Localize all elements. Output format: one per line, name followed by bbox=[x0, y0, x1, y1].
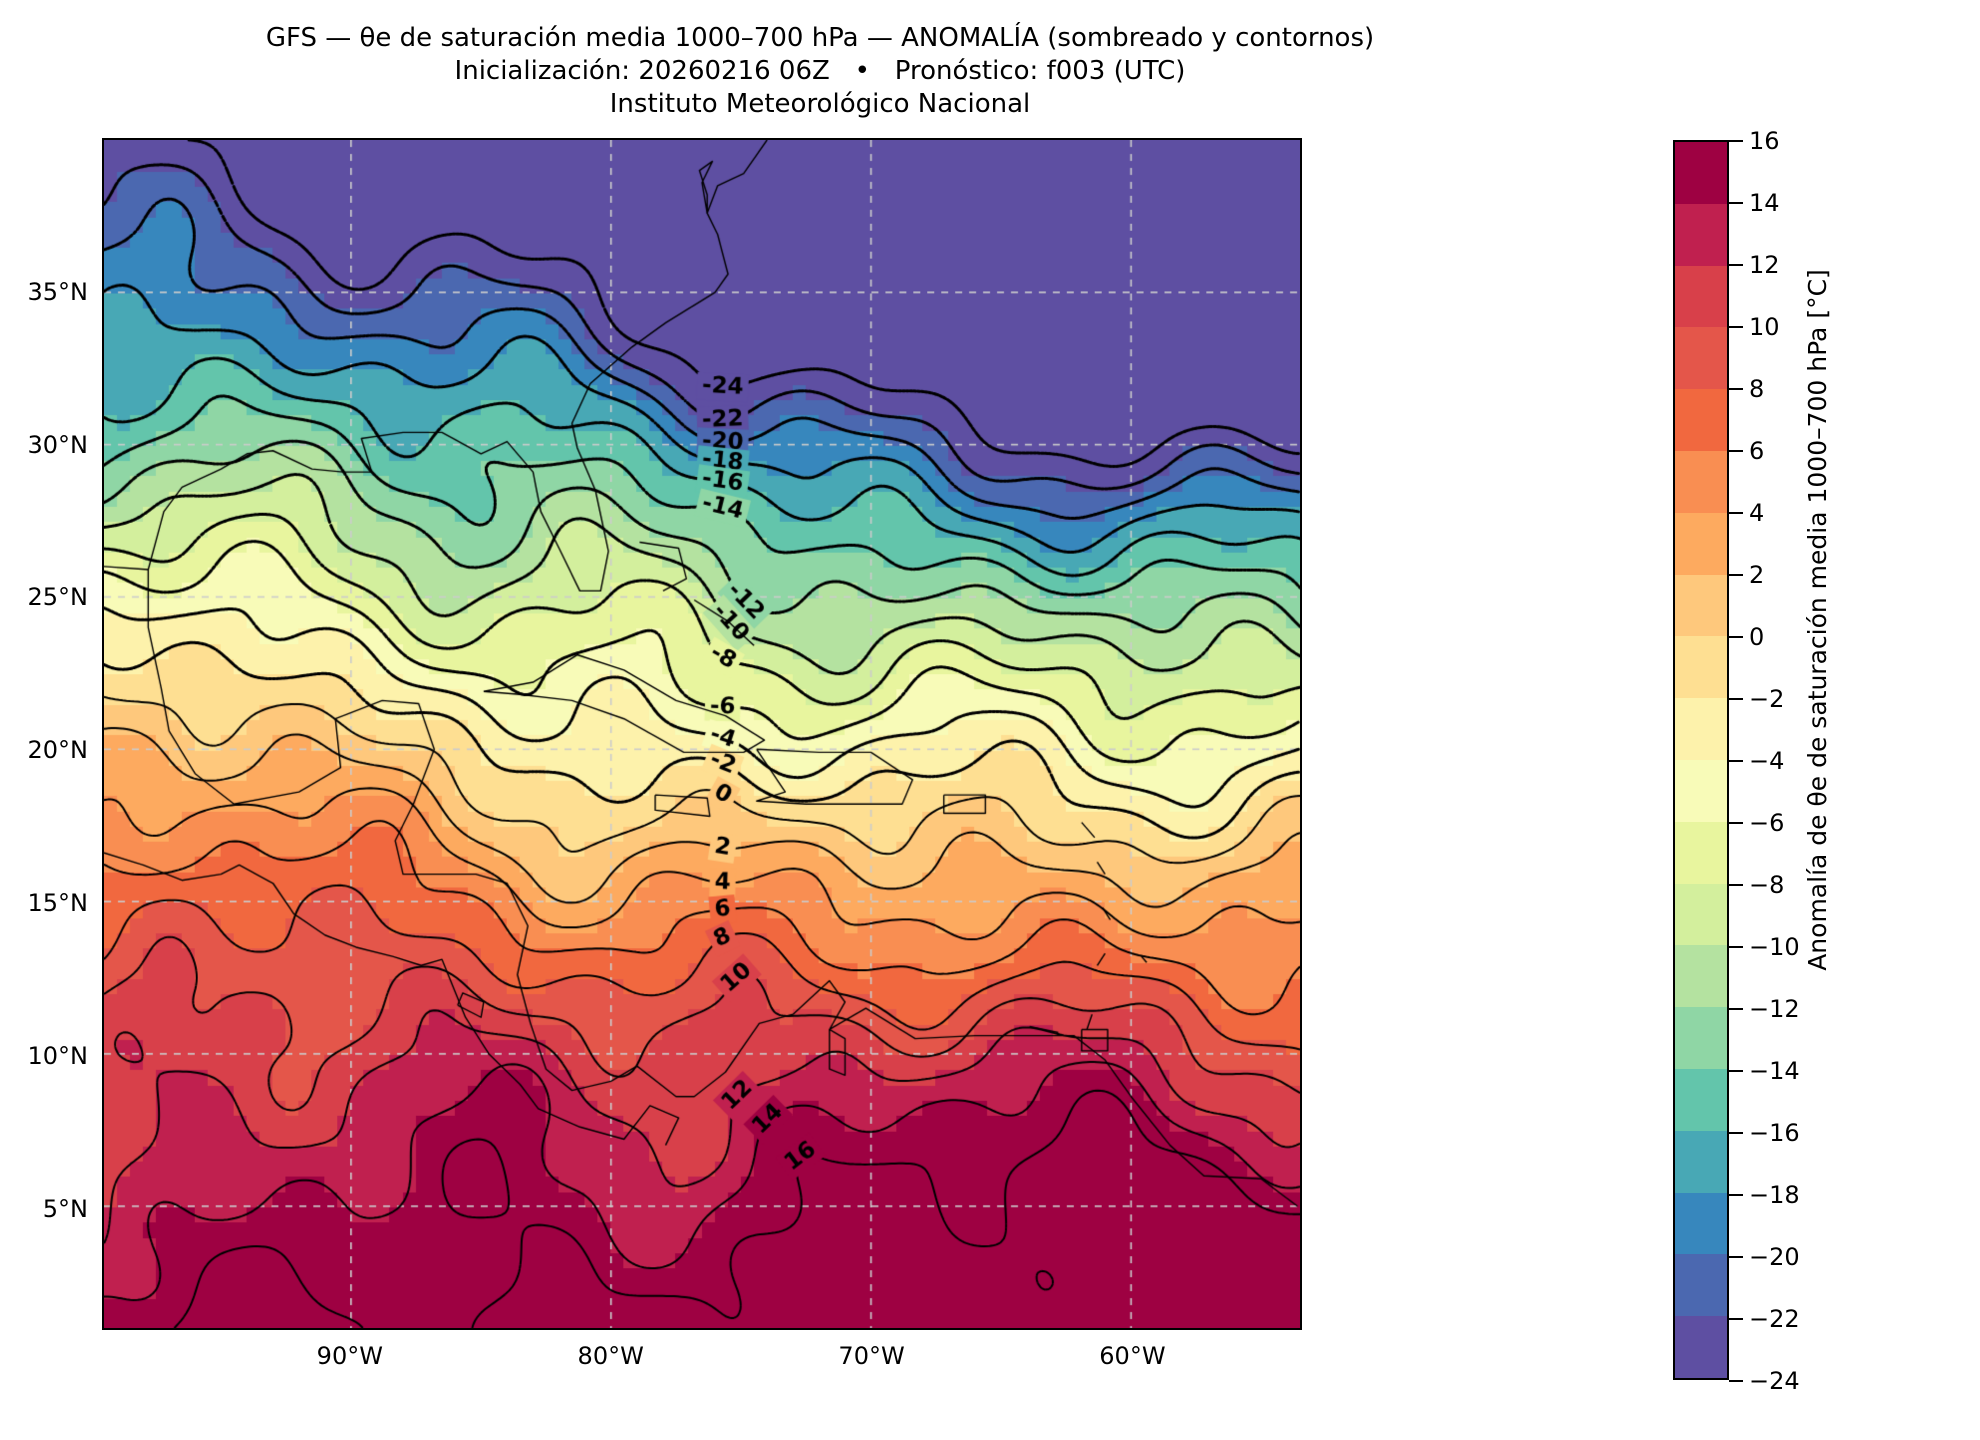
colorbar-tickmark-−16 bbox=[1729, 1132, 1743, 1134]
colorbar-ticklabel-8: 8 bbox=[1749, 375, 1765, 403]
colorbar-ticklabel-−12: −12 bbox=[1749, 995, 1800, 1023]
chart-title-line-2: Inicialización: 20260216 06Z • Pronóstic… bbox=[454, 56, 1186, 86]
longitude-tick-60: 60°W bbox=[1099, 1342, 1166, 1370]
colorbar-band-17 bbox=[1675, 1192, 1727, 1255]
colorbar-ticklabel-10: 10 bbox=[1749, 313, 1780, 341]
colorbar-ticklabel-−24: −24 bbox=[1749, 1367, 1800, 1395]
anomaly-heatmap-canvas bbox=[104, 140, 1300, 1328]
colorbar-tickmark-−14 bbox=[1729, 1070, 1743, 1072]
colorbar-band-3 bbox=[1675, 327, 1727, 390]
colorbar-band-19 bbox=[1675, 1316, 1727, 1378]
colorbar-ticklabel-−6: −6 bbox=[1749, 809, 1785, 837]
chart-title-block: GFS — θe de saturación media 1000–700 hP… bbox=[0, 22, 1640, 121]
colorbar-ticklabel-−10: −10 bbox=[1749, 933, 1800, 961]
latitude-tick-10: 10°N bbox=[27, 1041, 89, 1070]
latitude-tick-20: 20°N bbox=[27, 736, 89, 765]
colorbar-tickmark-−2 bbox=[1729, 698, 1743, 700]
colorbar-tickmark-−20 bbox=[1729, 1256, 1743, 1258]
colorbar-tickmark-−8 bbox=[1729, 884, 1743, 886]
colorbar-ticklabel-−8: −8 bbox=[1749, 871, 1785, 899]
colorbar-tickmark-−6 bbox=[1729, 822, 1743, 824]
colorbar-band-18 bbox=[1675, 1254, 1727, 1317]
colorbar-group: 16 14 12 10 8 6 4 2 0 −2 −4 −6 −8 −10 −12 −14 −16 −18 −20 −… bbox=[1673, 127, 1800, 1395]
chart-title-line-3: Instituto Meteorológico Nacional bbox=[609, 89, 1031, 119]
colorbar-ticklabel-−14: −14 bbox=[1749, 1057, 1800, 1085]
colorbar-tickmark-16 bbox=[1729, 140, 1743, 142]
colorbar-ticklabel-−2: −2 bbox=[1749, 685, 1785, 713]
colorbar-band-6 bbox=[1675, 512, 1727, 575]
colorbar-band-14 bbox=[1675, 1007, 1727, 1069]
latitude-tick-30: 30°N bbox=[27, 430, 89, 459]
colorbar-band-10 bbox=[1675, 759, 1727, 822]
colorbar-tickmark-4 bbox=[1729, 512, 1743, 514]
colorbar-tickmark-2 bbox=[1729, 574, 1743, 576]
colorbar-tickmark-0 bbox=[1729, 636, 1743, 638]
latitude-tick-25: 25°N bbox=[27, 583, 89, 612]
longitude-tick-80: 80°W bbox=[577, 1342, 644, 1370]
colorbar-tickmark-10 bbox=[1729, 326, 1743, 328]
colorbar-tickmark-−10 bbox=[1729, 946, 1743, 948]
colorbar-ticklabel-2: 2 bbox=[1749, 561, 1765, 589]
colorbar-ticklabel-0: 0 bbox=[1749, 623, 1765, 651]
colorbar-ticklabel-−16: −16 bbox=[1749, 1119, 1800, 1147]
colorbar-ticklabel-12: 12 bbox=[1749, 251, 1780, 279]
colorbar-band-12 bbox=[1675, 883, 1727, 946]
colorbar-band-8 bbox=[1675, 636, 1727, 699]
latitude-tick-5: 5°N bbox=[42, 1194, 88, 1223]
colorbar-band-4 bbox=[1675, 389, 1727, 451]
colorbar-tickmark-14 bbox=[1729, 202, 1743, 204]
colorbar-band-11 bbox=[1675, 821, 1727, 884]
colorbar-tickmark-−22 bbox=[1729, 1318, 1743, 1320]
colorbar-band-5 bbox=[1675, 450, 1727, 513]
colorbar-band-16 bbox=[1675, 1130, 1727, 1193]
colorbar bbox=[1673, 140, 1729, 1380]
colorbar-ticklabel-−22: −22 bbox=[1749, 1305, 1800, 1333]
colorbar-band-15 bbox=[1675, 1068, 1727, 1131]
colorbar-ticklabel-4: 4 bbox=[1749, 499, 1765, 527]
colorbar-ticklabel-6: 6 bbox=[1749, 437, 1765, 465]
colorbar-tickmark-6 bbox=[1729, 450, 1743, 452]
colorbar-tickmark-12 bbox=[1729, 264, 1743, 266]
colorbar-tickmark-8 bbox=[1729, 388, 1743, 390]
colorbar-ticklabel-−4: −4 bbox=[1749, 747, 1785, 775]
latitude-tick-35: 35°N bbox=[27, 277, 89, 306]
map-axes bbox=[102, 138, 1302, 1330]
chart-title-line-1: GFS — θe de saturación media 1000–700 hP… bbox=[265, 23, 1375, 53]
colorbar-band-9 bbox=[1675, 698, 1727, 760]
colorbar-band-1 bbox=[1675, 203, 1727, 266]
longitude-tick-90: 90°W bbox=[316, 1342, 383, 1370]
colorbar-ticklabel-14: 14 bbox=[1749, 189, 1780, 217]
colorbar-axis-label: Anomalía de θe de saturación media 1000–… bbox=[1803, 269, 1832, 971]
colorbar-ticklabel-−18: −18 bbox=[1749, 1181, 1800, 1209]
latitude-tick-15: 15°N bbox=[27, 889, 89, 918]
colorbar-band-2 bbox=[1675, 265, 1727, 328]
colorbar-tickmark-−4 bbox=[1729, 760, 1743, 762]
colorbar-tickmark-−18 bbox=[1729, 1194, 1743, 1196]
colorbar-band-13 bbox=[1675, 945, 1727, 1008]
colorbar-ticklabel-−20: −20 bbox=[1749, 1243, 1800, 1271]
colorbar-tickmark-−24 bbox=[1729, 1380, 1743, 1382]
colorbar-tickmark-−12 bbox=[1729, 1008, 1743, 1010]
longitude-tick-70: 70°W bbox=[838, 1342, 905, 1370]
colorbar-band-7 bbox=[1675, 574, 1727, 637]
colorbar-ticklabel-16: 16 bbox=[1749, 127, 1780, 155]
colorbar-band-0 bbox=[1675, 142, 1727, 204]
